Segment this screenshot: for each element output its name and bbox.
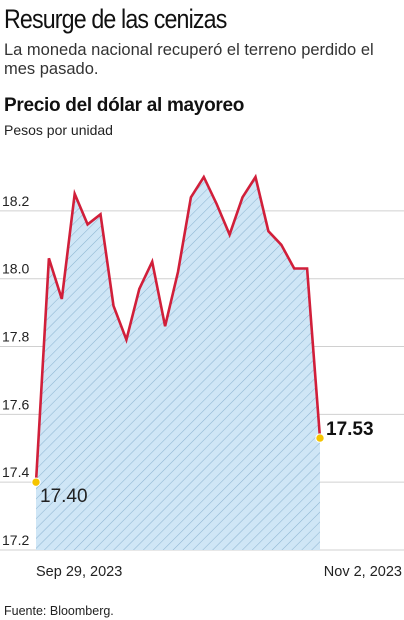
y-axis-label: Pesos por unidad — [4, 122, 113, 138]
series-line — [34, 173, 322, 484]
end-marker — [315, 433, 325, 443]
y-tick-label: 17.4 — [2, 464, 29, 480]
y-tick-label: 17.6 — [2, 396, 29, 412]
y-tick-label: 17.2 — [2, 532, 29, 548]
area-shape — [36, 177, 320, 550]
source-note: Fuente: Bloomberg. — [4, 604, 114, 618]
chart-title: Precio del dólar al mayoreo — [4, 95, 245, 116]
annotation-markers: 17.40 17.53 — [31, 419, 374, 507]
area-fill — [36, 177, 320, 550]
page-subtitle: La moneda nacional recuperó el terreno p… — [4, 41, 374, 78]
x-tick-label-end: Nov 2, 2023 — [324, 564, 402, 580]
price-line — [34, 173, 322, 484]
price-chart: 17.2 17.4 17.6 17.8 18.0 18.2 Sep 29, 2023 Nov … — [0, 173, 404, 580]
y-tick-label: 18.2 — [2, 193, 29, 209]
start-marker — [31, 477, 41, 487]
x-tick-label-start: Sep 29, 2023 — [36, 564, 122, 580]
y-tick-label: 17.8 — [2, 329, 29, 345]
end-value-label: 17.53 — [326, 419, 374, 440]
y-tick-label: 18.0 — [2, 261, 29, 277]
page-title: Resurge de las cenizas — [4, 4, 227, 34]
axis-ticks: 17.2 17.4 17.6 17.8 18.0 18.2 Sep 29, 2023 Nov … — [2, 193, 402, 580]
start-value-label: 17.40 — [40, 486, 88, 507]
